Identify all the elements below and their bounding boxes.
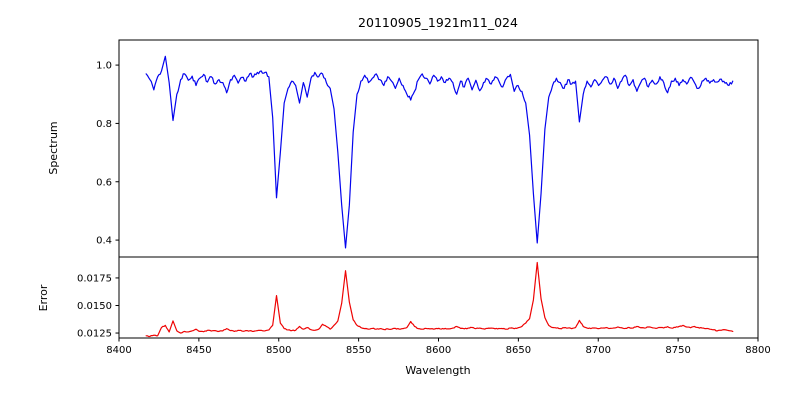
spectrum-line: [145, 55, 734, 249]
x-tick-label: 8550: [346, 345, 371, 356]
y-tick-label: 0.6: [96, 177, 112, 188]
x-tick-label: 8600: [426, 345, 451, 356]
y-tick-label: 0.0150: [77, 301, 112, 312]
y-axis-label-error: Error: [37, 284, 50, 311]
x-tick-label: 8700: [586, 345, 611, 356]
y-axis-label-spectrum: Spectrum: [47, 121, 60, 174]
plot-layer: 0.4 0.6 0.8 1.0 0.0125 0.0150 0.0175 8400 8450 85…: [77, 39, 771, 356]
x-tick-label: 8800: [745, 345, 770, 356]
x-tick-label: 8650: [506, 345, 531, 356]
y-tick-label: 1.0: [96, 61, 112, 72]
y-tick-label: 0.0125: [77, 329, 112, 340]
y-tick-label: 0.8: [96, 119, 112, 130]
x-axis-label: Wavelength: [405, 364, 470, 377]
y-tick-label: 0.0175: [77, 273, 112, 284]
plot-title: 20110905_1921m11_024: [358, 15, 518, 30]
error-axes-border: [118, 256, 759, 339]
error-line: [145, 261, 734, 338]
spectrum-axes-border: [118, 39, 759, 258]
y-tick-label: 0.4: [96, 236, 112, 247]
x-tick-label: 8500: [266, 345, 291, 356]
x-tick-label: 8750: [665, 345, 690, 356]
x-tick-label: 8450: [186, 345, 211, 356]
x-tick-label: 8400: [106, 345, 131, 356]
